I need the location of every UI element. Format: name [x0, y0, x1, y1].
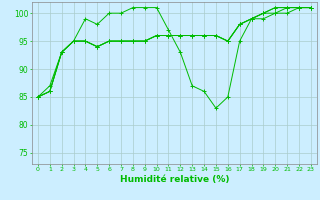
X-axis label: Humidité relative (%): Humidité relative (%)	[120, 175, 229, 184]
